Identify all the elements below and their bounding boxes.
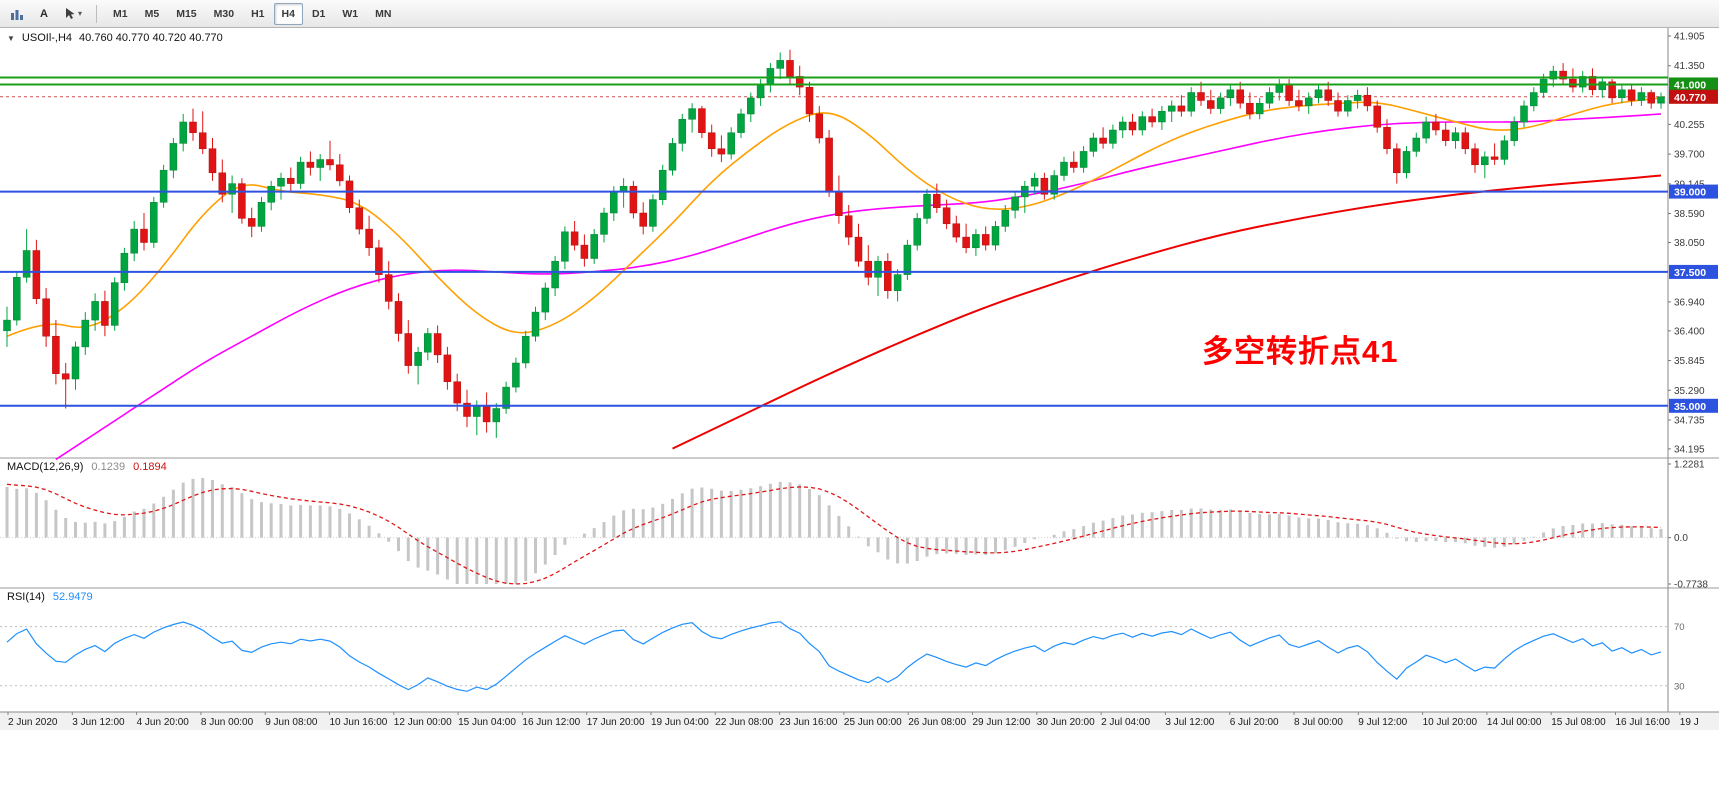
svg-text:35.290: 35.290 — [1674, 386, 1705, 397]
svg-text:41.905: 41.905 — [1674, 32, 1705, 43]
svg-text:25 Jun 00:00: 25 Jun 00:00 — [844, 717, 902, 728]
timeframe-button-m1[interactable]: M1 — [105, 3, 136, 25]
macd-header: MACD(12,26,9) 0.1239 0.1894 — [7, 461, 167, 473]
rsi-value: 52.9479 — [52, 591, 93, 603]
collapse-triangle-icon[interactable]: ▼ — [7, 33, 15, 43]
chevron-down-icon: ▾ — [78, 9, 83, 18]
ohlc-values: 40.760 40.770 40.720 40.770 — [79, 32, 223, 44]
timeframe-button-h4[interactable]: H4 — [273, 2, 303, 25]
svg-text:35.000: 35.000 — [1674, 401, 1706, 413]
macd-main-value: 0.1239 — [91, 461, 126, 473]
svg-text:40.770: 40.770 — [1674, 92, 1706, 104]
macd-signal-value: 0.1894 — [133, 461, 167, 473]
timeframe-button-m5[interactable]: M5 — [137, 3, 168, 25]
cursor-icon — [64, 7, 76, 20]
rsi-title: RSI(14) — [7, 591, 45, 603]
rsi-header: RSI(14) 52.9479 — [7, 591, 93, 603]
svg-text:35.845: 35.845 — [1674, 356, 1705, 367]
svg-text:16 Jul 16:00: 16 Jul 16:00 — [1616, 717, 1671, 728]
svg-text:19 Jun 04:00: 19 Jun 04:00 — [651, 717, 709, 728]
svg-text:10 Jul 20:00: 10 Jul 20:00 — [1423, 717, 1478, 728]
price-axis[interactable] — [1668, 28, 1719, 712]
svg-text:38.050: 38.050 — [1674, 238, 1705, 249]
toolbar-separator — [96, 4, 98, 23]
svg-text:17 Jun 20:00: 17 Jun 20:00 — [587, 717, 645, 728]
timeframe-group: M1 M5 M15 M30 H1 H4 D1 W1 MN — [105, 2, 399, 25]
svg-text:70: 70 — [1674, 622, 1685, 633]
timeframe-button-m30[interactable]: M30 — [206, 3, 242, 25]
svg-text:8 Jun 00:00: 8 Jun 00:00 — [201, 717, 254, 728]
timeframe-button-mn[interactable]: MN — [367, 3, 399, 25]
svg-text:39.000: 39.000 — [1674, 187, 1706, 199]
text-tool-button[interactable]: A — [32, 3, 56, 25]
svg-text:30 Jun 20:00: 30 Jun 20:00 — [1037, 717, 1095, 728]
svg-text:9 Jun 08:00: 9 Jun 08:00 — [265, 717, 318, 728]
chart-region: 41.90541.35040.25539.70039.14538.59038.0… — [0, 28, 1719, 730]
svg-text:37.500: 37.500 — [1674, 267, 1706, 279]
svg-text:34.735: 34.735 — [1674, 415, 1705, 426]
svg-text:40.255: 40.255 — [1674, 120, 1705, 131]
svg-text:36.940: 36.940 — [1674, 297, 1705, 308]
svg-text:3 Jul 12:00: 3 Jul 12:00 — [1165, 717, 1214, 728]
svg-text:41.000: 41.000 — [1674, 79, 1706, 91]
main-toolbar: A ▾ M1 M5 M15 M30 H1 H4 D1 W1 MN — [0, 0, 1719, 28]
svg-text:34.195: 34.195 — [1674, 444, 1705, 455]
svg-text:29 Jun 12:00: 29 Jun 12:00 — [973, 717, 1031, 728]
svg-text:16 Jun 12:00: 16 Jun 12:00 — [522, 717, 580, 728]
svg-text:2 Jun 2020: 2 Jun 2020 — [8, 717, 58, 728]
text-tool-label: A — [40, 7, 48, 20]
svg-text:-0.7738: -0.7738 — [1674, 580, 1708, 591]
svg-text:2 Jul 04:00: 2 Jul 04:00 — [1101, 717, 1150, 728]
svg-text:4 Jun 20:00: 4 Jun 20:00 — [137, 717, 190, 728]
svg-text:1.2281: 1.2281 — [1674, 460, 1705, 471]
panel-splitter-rsi[interactable] — [0, 586, 1719, 591]
svg-text:22 Jun 08:00: 22 Jun 08:00 — [715, 717, 773, 728]
timeframe-button-d1[interactable]: D1 — [304, 3, 333, 25]
timeframe-button-h1[interactable]: H1 — [243, 3, 272, 25]
time-axis[interactable] — [0, 712, 1719, 730]
macd-title: MACD(12,26,9) — [7, 461, 84, 473]
chart-window-button[interactable] — [4, 3, 30, 25]
svg-text:19 J: 19 J — [1680, 717, 1699, 728]
svg-text:12 Jun 00:00: 12 Jun 00:00 — [394, 717, 452, 728]
svg-text:9 Jul 12:00: 9 Jul 12:00 — [1358, 717, 1407, 728]
svg-text:26 Jun 08:00: 26 Jun 08:00 — [908, 717, 966, 728]
svg-text:38.590: 38.590 — [1674, 209, 1705, 220]
svg-text:10 Jun 16:00: 10 Jun 16:00 — [330, 717, 388, 728]
svg-text:23 Jun 16:00: 23 Jun 16:00 — [780, 717, 838, 728]
svg-text:14 Jul 00:00: 14 Jul 00:00 — [1487, 717, 1542, 728]
cursor-tool-button[interactable]: ▾ — [58, 3, 88, 25]
price-chart[interactable]: 41.90541.35040.25539.70039.14538.59038.0… — [0, 28, 1719, 730]
svg-text:39.700: 39.700 — [1674, 150, 1705, 161]
svg-text:36.400: 36.400 — [1674, 326, 1705, 337]
bar-chart-icon — [10, 7, 24, 21]
panel-splitter-macd[interactable] — [0, 456, 1719, 461]
chart-symbol-header: ▼ USOIl-,H4 40.760 40.770 40.720 40.770 — [7, 32, 223, 44]
svg-text:41.350: 41.350 — [1674, 61, 1705, 72]
svg-text:6 Jul 20:00: 6 Jul 20:00 — [1230, 717, 1279, 728]
timeframe-button-w1[interactable]: W1 — [334, 3, 366, 25]
annotation-text: 多空转折点41 — [1202, 334, 1399, 369]
svg-text:30: 30 — [1674, 681, 1685, 692]
svg-text:0.0: 0.0 — [1674, 533, 1688, 544]
svg-text:3 Jun 12:00: 3 Jun 12:00 — [72, 717, 125, 728]
symbol-label: USOIl-,H4 — [21, 32, 73, 44]
svg-text:8 Jul 00:00: 8 Jul 00:00 — [1294, 717, 1343, 728]
svg-text:15 Jun 04:00: 15 Jun 04:00 — [458, 717, 516, 728]
svg-text:15 Jul 08:00: 15 Jul 08:00 — [1551, 717, 1606, 728]
timeframe-button-m15[interactable]: M15 — [168, 3, 204, 25]
